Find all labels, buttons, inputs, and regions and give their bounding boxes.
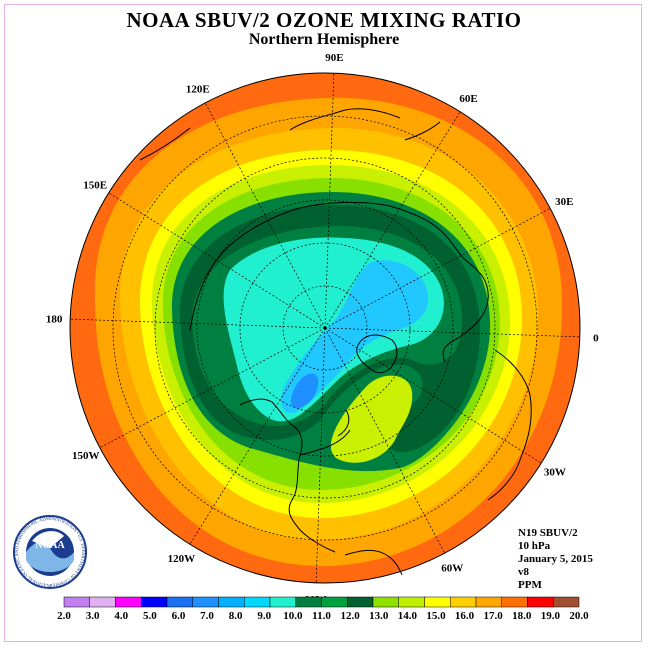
colorbar-swatch [347, 596, 374, 608]
colorbar-tick-label: 18.0 [512, 610, 532, 622]
colorbar-swatch [501, 596, 528, 608]
longitude-label: 60W [441, 562, 463, 574]
info-level: 10 hPa [518, 540, 551, 552]
longitude-label: 90E [325, 52, 343, 64]
colorbar-tick-label: 2.0 [57, 610, 71, 622]
colorbar-tick-label: 20.0 [569, 610, 589, 622]
info-satellite: N19 SBUV/2 [518, 527, 578, 539]
meridian-line-4 [324, 327, 542, 464]
info-units: PPM [518, 579, 542, 591]
colorbar-swatch [141, 596, 168, 608]
latitude-circle-4 [112, 115, 538, 541]
meridian-line-8 [99, 327, 326, 449]
colorbar-swatch [89, 596, 116, 608]
colorbar-swatch [321, 596, 348, 608]
colorbar-tick-label: 6.0 [172, 610, 186, 622]
colorbar-swatch [244, 596, 271, 608]
longitude-label: 0 [593, 332, 599, 344]
meridian-line-5 [324, 327, 446, 554]
longitude-label: 30E [555, 196, 573, 208]
colorbar-swatch [192, 596, 219, 608]
colorbar-swatch [372, 596, 399, 608]
south-america-coast [344, 549, 403, 576]
meridian-line-6 [315, 327, 326, 583]
colorbar-tick-label: 3.0 [86, 610, 100, 622]
colorbar-tick-label: 13.0 [369, 610, 389, 622]
colorbar-tick-label: 16.0 [455, 610, 475, 622]
colorbar-swatch [218, 596, 245, 608]
colorbar-tick-label: 8.0 [229, 610, 243, 622]
colorbar-swatch [398, 596, 425, 608]
colorbar-swatch [269, 596, 296, 608]
colorbar-swatch [475, 596, 502, 608]
colorbar-tick-label: 9.0 [257, 610, 271, 622]
map-title: NOAA SBUV/2 OZONE MIXING RATIO [126, 8, 522, 32]
colorbar-swatch [424, 596, 451, 608]
meridian-line-3 [324, 327, 580, 338]
latitude-circle-2 [196, 199, 454, 457]
longitude-label: 60E [459, 93, 477, 105]
colorbar-swatch [553, 596, 580, 608]
colorbar-tick-label: 19.0 [541, 610, 561, 622]
latitude-circle-0 [282, 285, 368, 371]
map-boundary [69, 72, 581, 584]
longitude-label: 30W [544, 467, 566, 479]
colorbar-swatch [450, 596, 477, 608]
meridian-line-11 [204, 102, 326, 329]
colorbar-swatch [63, 596, 90, 608]
colorbar-swatch [527, 596, 554, 608]
colorbar-tick-label: 4.0 [114, 610, 128, 622]
colorbar-tick-label: 7.0 [200, 610, 214, 622]
colorbar-tick-label: 14.0 [398, 610, 418, 622]
patch-yellow-green [330, 375, 413, 463]
info-date: January 5, 2015 [518, 553, 593, 565]
meridian-line-2 [324, 207, 551, 329]
longitude-label: 180 [46, 314, 63, 326]
continents [139, 108, 532, 576]
latitude-circle-1 [239, 242, 411, 414]
longitude-label: 150E [83, 179, 107, 191]
colorbar-tick-label: 5.0 [143, 610, 157, 622]
region-blue [290, 373, 319, 409]
longitude-label: 150W [72, 450, 100, 462]
meridian-line-10 [108, 192, 326, 329]
colorbar-tick-label: 12.0 [340, 610, 360, 622]
graticule [70, 73, 580, 583]
colorbar-swatch [295, 596, 322, 608]
map-subtitle: Northern Hemisphere [248, 31, 400, 48]
colorbar-swatch [166, 596, 193, 608]
colorbar: 2.0 3.0 4.0 5.0 6.0 7.0 8.0 9.0 10.0 11.0 12.0 13.0… [57, 596, 589, 622]
africa-coast [487, 349, 532, 501]
north-america-coast [239, 398, 351, 553]
longitude-label: 120W [168, 553, 196, 565]
colorbar-tick-label: 17.0 [484, 610, 504, 622]
colorbar-tick-label: 11.0 [312, 610, 331, 622]
region-light-blue [280, 260, 429, 414]
east-asia-coast [139, 108, 441, 161]
colorbar-tick-label: 10.0 [283, 610, 303, 622]
meridian-line-9 [70, 318, 326, 329]
meridian-line-1 [324, 111, 461, 329]
europe-coast [439, 229, 489, 363]
plot-frame [4, 4, 642, 642]
asia-coast [189, 201, 441, 331]
meridian-line-0 [324, 73, 335, 329]
longitude-label: 120E [186, 84, 210, 96]
meridian-line-7 [189, 327, 326, 545]
greenland-coast [356, 334, 398, 374]
colorbar-swatch [115, 596, 142, 608]
info-version: v8 [518, 566, 529, 578]
latitude-circle-3 [154, 157, 496, 499]
colorbar-tick-label: 15.0 [426, 610, 446, 622]
logo-text: NOAA [35, 540, 65, 551]
